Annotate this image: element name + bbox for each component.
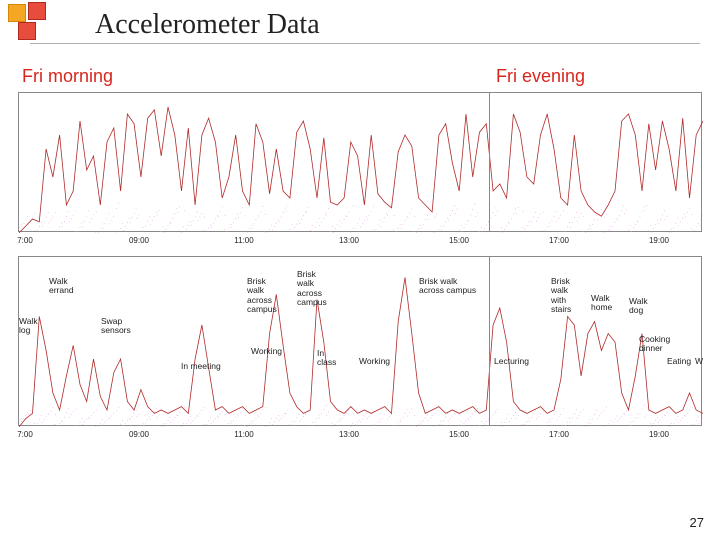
period-label-evening: Fri evening [496,66,585,87]
orange-square-icon [8,4,26,22]
top-timeseries [19,93,703,233]
red-square-icon [18,22,36,40]
panel-divider [489,257,490,425]
page-number: 27 [690,515,704,530]
slide-title: Accelerometer Data [95,9,320,41]
slide-header: Accelerometer Data [0,0,720,50]
chart-top-panel: 7:0009:0011:0013:0015:0017:0019:00 [18,92,702,232]
bottom-timeseries [19,257,703,427]
period-label-morning: Fri morning [22,66,113,87]
red-square-icon [28,2,46,20]
accelerometer-chart-area: Fri morning Fri evening 7:0009:0011:0013… [18,68,702,426]
title-underline [30,43,700,44]
panel-divider [489,93,490,231]
chart-bottom-panel: WalklogWalkerrandSwapsensorsIn meetingBr… [18,256,702,426]
